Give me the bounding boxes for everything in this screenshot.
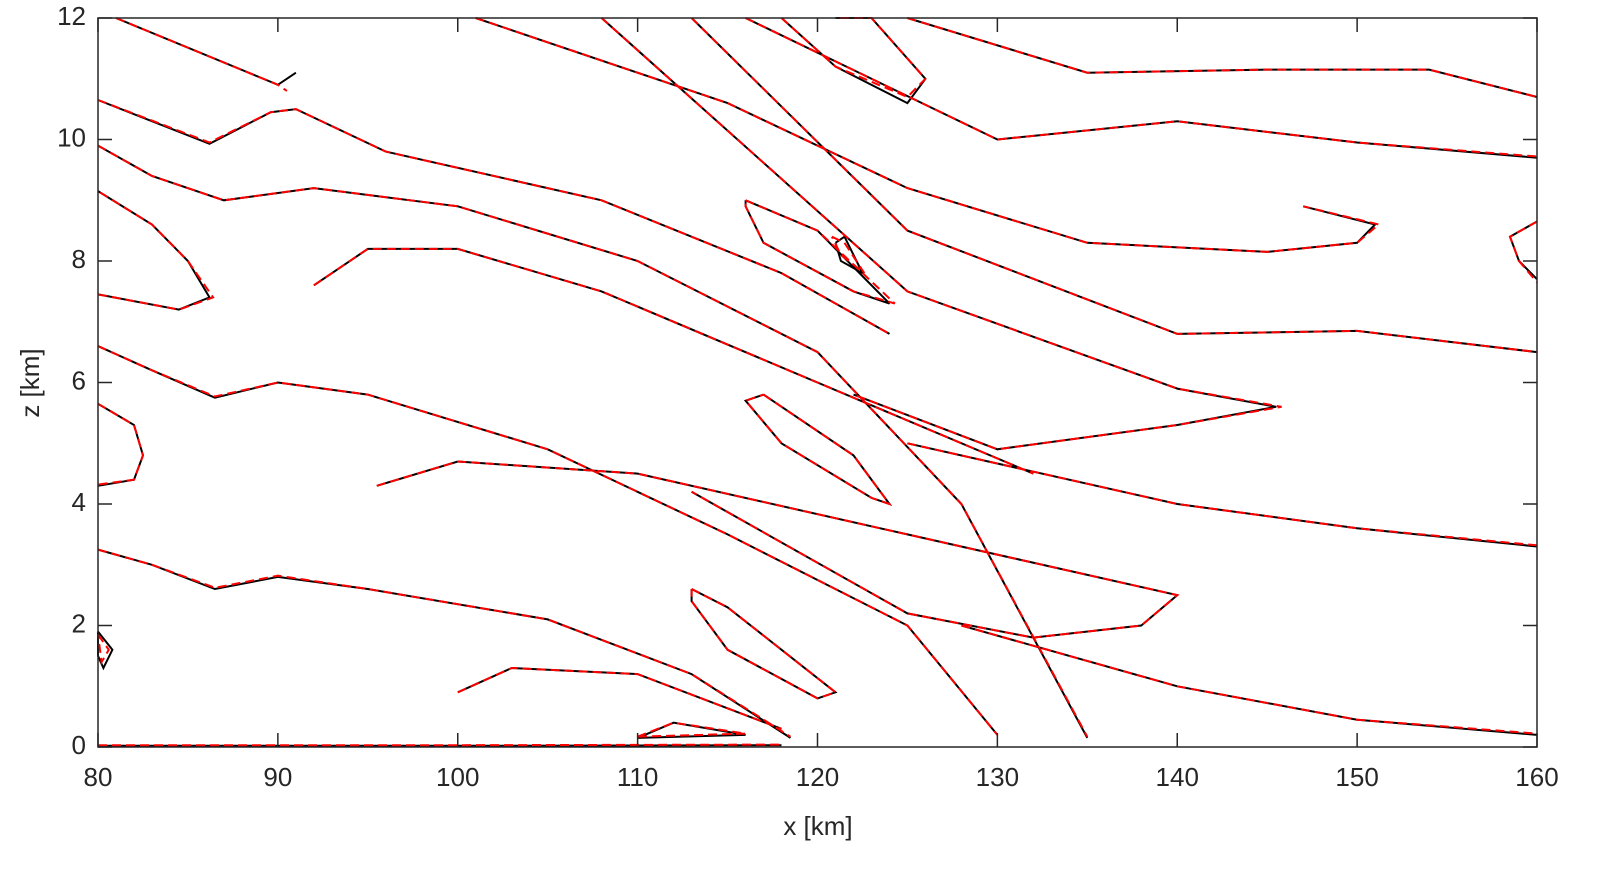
contour-line (97, 345, 999, 736)
contour-line (97, 190, 211, 311)
contour-line (744, 199, 896, 305)
y-tick-label: 4 (72, 487, 86, 517)
x-tick-label: 80 (84, 762, 113, 792)
contour-line (376, 460, 1180, 639)
contour-line (690, 588, 838, 700)
contour-line (600, 17, 1277, 451)
y-tick-label: 12 (57, 1, 86, 31)
contour-line (97, 144, 1089, 739)
contour-line (98, 743, 782, 747)
contour-line (97, 99, 890, 335)
contour-line (831, 235, 866, 274)
contour-line (744, 199, 891, 305)
contour-line (97, 144, 1089, 738)
y-tick-label: 0 (72, 730, 86, 760)
contour-line (97, 402, 145, 486)
contour-line (115, 17, 297, 86)
y-tick-label: 8 (72, 244, 86, 274)
contour-line (907, 17, 1538, 98)
x-axis-label: x [km] (783, 811, 852, 841)
contour-line (690, 17, 1538, 354)
contour-line (97, 345, 999, 736)
x-tick-label: 160 (1515, 762, 1558, 792)
contour-line (743, 393, 893, 506)
y-tick-label: 2 (72, 608, 86, 638)
y-axis-label: z [km] (15, 348, 45, 417)
contour-line (457, 666, 782, 730)
x-tick-label: 110 (617, 762, 658, 792)
contour-line (1508, 220, 1538, 283)
contour-line (97, 634, 110, 666)
contour-line (690, 17, 1538, 354)
contour-line (907, 442, 1538, 548)
contour-line (97, 190, 215, 311)
contour-line (961, 624, 1538, 736)
x-tick-label: 150 (1335, 762, 1378, 792)
contour-line (745, 17, 1538, 158)
y-tick-label: 10 (57, 122, 86, 152)
contour-line (313, 247, 1034, 475)
contour-line (961, 624, 1538, 735)
contour-line (743, 393, 893, 506)
contour-line (475, 17, 1381, 253)
x-tick-label: 120 (796, 762, 839, 792)
contour-line (907, 442, 1538, 547)
contour-line (637, 721, 746, 738)
contour-line (907, 17, 1538, 98)
x-tick-label: 140 (1156, 762, 1199, 792)
contour-line (115, 17, 288, 92)
contour-line (457, 666, 782, 730)
contour-line (313, 247, 1034, 475)
y-tick-label: 6 (72, 365, 86, 395)
contour-line (690, 588, 838, 700)
contour-line (600, 17, 1282, 451)
x-tick-label: 130 (976, 762, 1019, 792)
contour-line (745, 17, 1538, 159)
contour-line (780, 17, 927, 105)
contour-line (97, 548, 792, 739)
contour-line (834, 235, 865, 276)
contour-line (97, 548, 792, 738)
contour-line (475, 17, 1378, 253)
x-tick-label: 90 (263, 762, 292, 792)
x-tick-label: 100 (436, 762, 479, 792)
contour-line (780, 17, 927, 99)
